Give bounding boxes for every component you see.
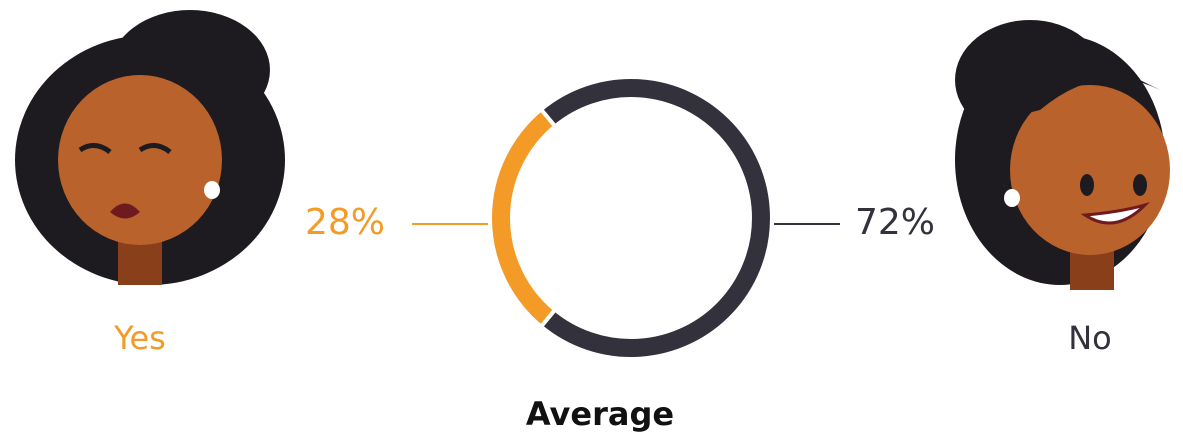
yes-face-illustration bbox=[15, 10, 285, 285]
no-value-label: 72% bbox=[855, 202, 935, 243]
yes-value-label: 28% bbox=[305, 202, 385, 243]
no-face-illustration bbox=[955, 20, 1170, 290]
yes-label: Yes bbox=[113, 319, 166, 357]
chart-title: Average bbox=[526, 395, 674, 432]
donut-segment bbox=[538, 75, 774, 361]
no-label: No bbox=[1068, 319, 1112, 357]
donut-segment bbox=[488, 106, 558, 330]
